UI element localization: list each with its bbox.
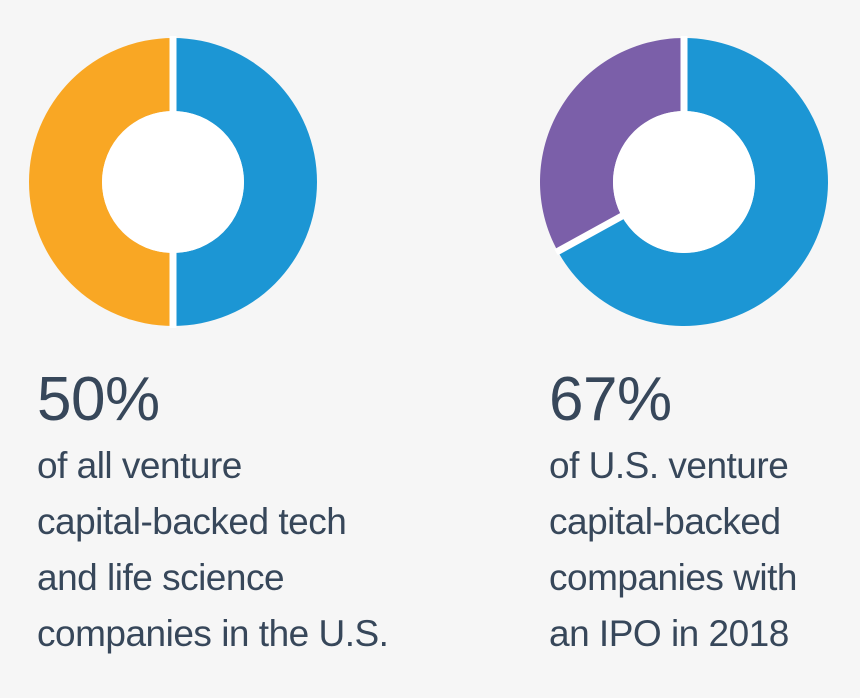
donut-slice [29, 38, 173, 326]
caption-line: companies in the U.S. [37, 613, 389, 654]
caption-line: capital-backed tech [37, 501, 347, 542]
stat-block-right: 67% of U.S. venture capital-backed compa… [549, 362, 849, 662]
donut-chart-left [29, 36, 317, 328]
caption-line: of U.S. venture [549, 445, 789, 486]
stat-caption-left: of all venture capital-backed tech and l… [37, 438, 437, 662]
caption-line: and life science [37, 557, 285, 598]
donut-chart-right [540, 36, 828, 327]
donut-hole [613, 111, 755, 253]
donut-hole [102, 111, 244, 253]
stat-caption-right: of U.S. venture capital-backed companies… [549, 438, 849, 662]
caption-line: capital-backed [549, 501, 781, 542]
caption-line: an IPO in 2018 [549, 613, 789, 654]
caption-line: of all venture [37, 445, 242, 486]
donut-slice [557, 38, 828, 327]
stat-block-left: 50% of all venture capital-backed tech a… [37, 362, 437, 662]
donut-slice [540, 38, 684, 252]
stat-percentage-right: 67% [549, 365, 672, 434]
slice-separator [554, 212, 626, 256]
stat-percentage-left: 50% [37, 365, 160, 434]
caption-line: companies with [549, 557, 798, 598]
donut-slice [173, 38, 317, 326]
